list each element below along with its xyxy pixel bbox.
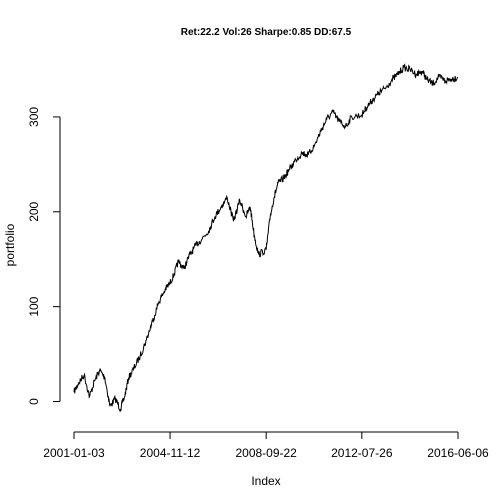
y-tick-label: 200	[27, 201, 41, 221]
x-tick-label: 2004-11-12	[140, 446, 201, 460]
y-tick-label: 300	[27, 107, 41, 127]
plot-area	[73, 63, 459, 413]
x-tick-label: 2001-01-03	[43, 446, 105, 460]
x-tick-label: 2012-07-26	[331, 446, 393, 460]
x-axis: 2001-01-03 2004-11-12 2008-09-22 2012-07-26…	[43, 431, 489, 460]
y-tick-label: 0	[27, 398, 41, 405]
chart-title: Ret:22.2 Vol:26 Sharpe:0.85 DD:67.5	[181, 27, 352, 38]
y-axis-label: portfolio	[3, 223, 17, 266]
x-axis-label: Index	[251, 474, 280, 488]
y-tick-label: 100	[27, 296, 41, 316]
y-axis: 0 100 200 300	[27, 107, 61, 405]
x-tick-label: 2008-09-22	[235, 446, 297, 460]
x-tick-label: 2016-06-06	[427, 446, 489, 460]
series-line	[73, 63, 459, 413]
